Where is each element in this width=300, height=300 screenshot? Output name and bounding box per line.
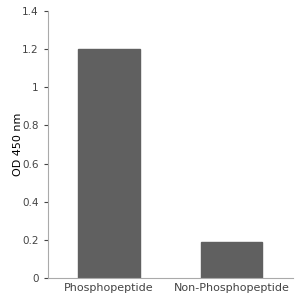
Y-axis label: OD 450 nm: OD 450 nm (13, 113, 23, 176)
Bar (201, 242, 262, 278)
Bar (78, 49, 140, 278)
